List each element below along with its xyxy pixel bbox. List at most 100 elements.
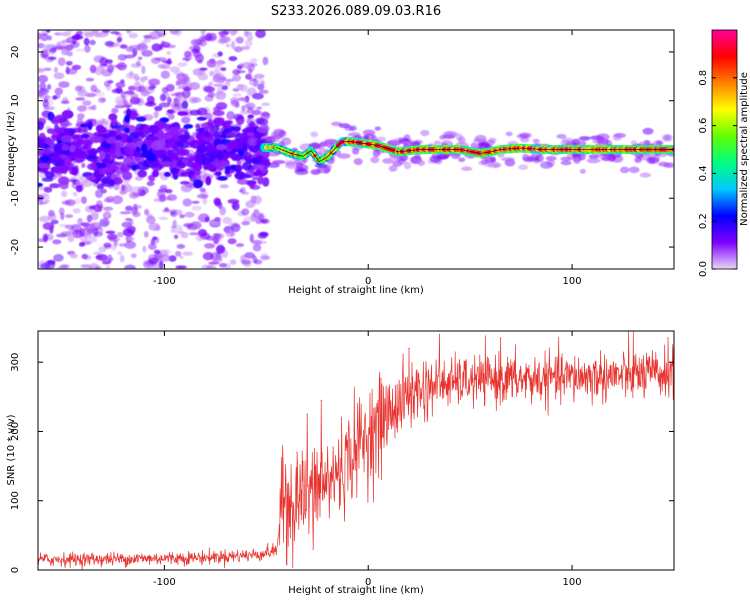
colorbar-frame (711, 29, 738, 270)
spectrogram-cell (135, 116, 147, 122)
spectrogram-cell (114, 164, 128, 175)
spectrogram-cell (262, 56, 269, 66)
spectrogram-cell (628, 166, 640, 174)
spectrogram-cell (139, 151, 152, 158)
spectrogram-cell (89, 263, 99, 269)
spectrogram-cell (250, 58, 258, 64)
snr-panel: -100 0 100 0 100 200 300 Height of straight l… (6, 330, 675, 596)
x-tick-label: 0 (365, 577, 371, 588)
spectrogram-cell (143, 34, 152, 39)
spectrogram-cell (612, 133, 622, 141)
x-tick-label: 0 (365, 276, 371, 287)
spectrogram-cell (470, 142, 478, 149)
spectrogram-cell (151, 162, 163, 172)
x-tick-label: -100 (153, 276, 176, 287)
spectrogram-cell (52, 95, 58, 100)
spectrogram-cell (235, 243, 245, 248)
spectrogram-cell (61, 200, 72, 205)
snr-spike-point (306, 413, 308, 415)
spectrogram-cell (43, 186, 53, 193)
spectrogram-cell (177, 62, 188, 67)
spectrogram-cell (201, 122, 214, 129)
spectrogram-cell (80, 196, 87, 204)
spectrogram-cell (99, 65, 106, 72)
spectrogram-cell (133, 73, 140, 82)
spectrogram-cell (560, 160, 572, 166)
spectrogram-cell (596, 133, 610, 141)
spectrogram-cell (87, 163, 98, 171)
spectrogram-cell (433, 140, 442, 146)
spectrogram-cell (229, 125, 235, 131)
spectrogram-cell (212, 110, 225, 117)
spectrogram-cell (216, 60, 222, 68)
spectrogram-cell (501, 157, 515, 162)
spectrogram-cell (215, 233, 223, 242)
spectrogram-cell (240, 254, 246, 264)
spectrogram-cell (236, 141, 244, 150)
spectrogram-cell (137, 170, 147, 178)
spectrogram-cell (80, 264, 92, 268)
spectrogram-cell (588, 154, 600, 160)
spectrogram-cell (148, 243, 157, 251)
spectrogram-cell (261, 157, 271, 164)
spectrogram-cell (141, 143, 148, 153)
spectrogram-y-ticks: -20 -10 0 10 20 (10, 46, 674, 255)
spectrogram-cell (234, 171, 246, 180)
spectrogram-cell (38, 92, 49, 100)
spectrogram-cell (196, 107, 208, 116)
spectrogram-cell (84, 225, 90, 231)
spectrogram-cell (99, 150, 106, 160)
spectrogram-cell (46, 30, 51, 33)
spectrogram-cell (74, 147, 80, 156)
spectrogram-cell (182, 251, 194, 256)
spectrogram-cell (87, 148, 98, 156)
spectrogram-cell (382, 158, 394, 164)
spectrogram-cell (204, 216, 210, 223)
spectrogram-cell (220, 67, 227, 71)
spectrogram-cell (214, 117, 225, 122)
spectrogram-cell (152, 236, 158, 241)
spectrogram-cell (99, 218, 110, 228)
spectrogram-cell (270, 131, 284, 139)
spectrogram-cell (170, 167, 180, 175)
spectrogram-cell (489, 156, 496, 163)
spectrogram-cell (178, 139, 189, 149)
spectrogram-cell (104, 41, 114, 47)
spectrogram-cell (224, 120, 233, 125)
spectrogram-cell (167, 58, 172, 65)
spectrogram-cell (193, 44, 201, 54)
spectrogram-cell (54, 87, 63, 96)
spectrogram-cell (83, 255, 92, 261)
spectrogram-cell (246, 33, 253, 42)
spectrogram-cell (663, 134, 671, 141)
spectrogram-cell (132, 152, 142, 158)
spectrogram-cell (219, 184, 229, 189)
spectrogram-cell (193, 39, 204, 45)
spectrogram-cell (71, 34, 84, 40)
spectrogram-cell (230, 99, 240, 107)
spectrogram-cell (221, 85, 228, 91)
spectrogram-cell (370, 156, 380, 164)
spectrogram-cell (63, 157, 72, 167)
spectrogram-cell (237, 178, 249, 185)
spectrogram-cell (85, 77, 95, 82)
spectrogram-cell (133, 132, 144, 137)
spectrogram-cell (49, 183, 61, 189)
spectrogram-cell (190, 221, 202, 230)
snr-spike-point (439, 333, 441, 336)
spectrogram-cell (243, 151, 252, 161)
spectrogram-cell (571, 138, 581, 146)
spectrogram-cell (197, 144, 208, 153)
spectrogram-cell (67, 234, 75, 243)
spectrogram-cell (265, 136, 274, 144)
spectrogram-cell (154, 105, 163, 112)
spectrogram-cell (148, 78, 161, 86)
spectrogram-cell (252, 244, 262, 252)
spectrogram-x-ticks: -100 0 100 (153, 30, 582, 287)
spectrogram-cell (252, 177, 258, 181)
y-tick-label: 0 (10, 567, 21, 573)
spectrogram-cell (217, 51, 223, 57)
spectrogram-cell (50, 219, 59, 225)
spectrogram-cell (110, 244, 117, 251)
spectrogram-cell (242, 161, 253, 171)
